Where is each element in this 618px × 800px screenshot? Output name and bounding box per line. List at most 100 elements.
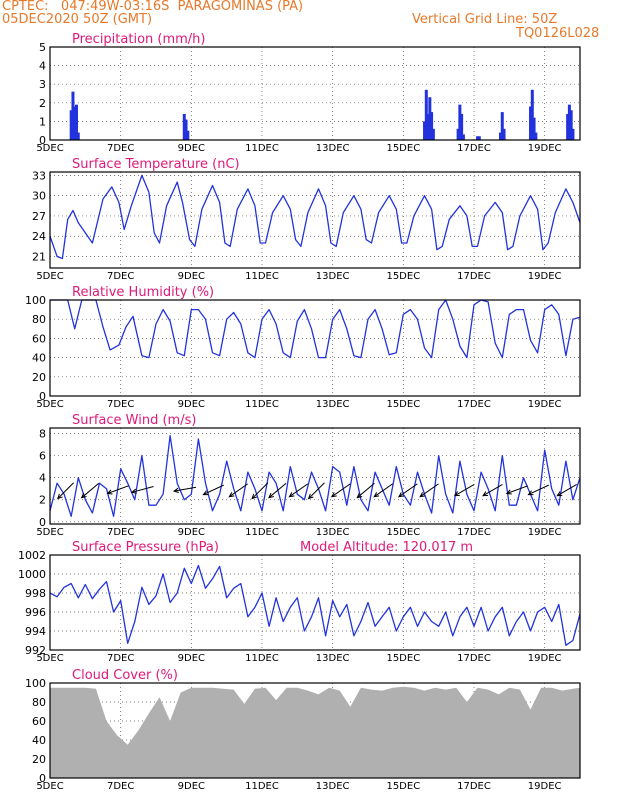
run-date: 05DEC2020 50Z (GMT)	[2, 12, 153, 27]
humidity-ytick-label: 40	[32, 352, 46, 365]
precipitation-bar	[428, 97, 432, 140]
precipitation-bar	[75, 104, 78, 140]
precipitation-ytick-label: 2	[39, 97, 46, 110]
wind-ytick-label: 8	[39, 428, 46, 441]
wind-arrow-head	[397, 492, 404, 498]
wind-arrow-head	[419, 492, 426, 498]
precipitation-bar	[566, 113, 570, 140]
wind-xtick-label: 13DEC	[316, 527, 350, 538]
temperature-frame	[49, 171, 581, 269]
wind-arrow-head	[251, 493, 257, 500]
humidity-xtick-label: 9DEC	[178, 399, 205, 410]
temperature-ytick-label: 21	[32, 251, 46, 264]
precipitation-bar	[500, 112, 504, 140]
cloud-cover-xtick-label: 5DEC	[36, 781, 63, 792]
humidity-ytick-label: 60	[32, 332, 46, 345]
precipitation-bar	[476, 136, 480, 140]
cloud-cover-xtick-label: 13DEC	[316, 781, 350, 792]
wind-arrow-shaft	[57, 482, 74, 499]
temperature-xtick-label: 13DEC	[316, 271, 350, 282]
cloud-cover-ytick-label: 40	[32, 734, 46, 747]
wind-arrow-shaft	[308, 482, 325, 499]
precipitation-ytick-label: 3	[39, 78, 46, 91]
precipitation-frame	[49, 46, 581, 141]
temperature-xtick-label: 15DEC	[386, 271, 420, 282]
wind-title: Surface Wind (m/s)	[72, 413, 196, 428]
wind-ytick-label: 0	[39, 516, 46, 529]
precipitation-xtick-label: 17DEC	[457, 143, 491, 154]
temperature-xtick-label: 11DEC	[245, 271, 279, 282]
pressure-xtick-label: 19DEC	[528, 653, 562, 664]
precipitation-bar	[458, 104, 462, 140]
temperature-ytick-label: 27	[32, 210, 46, 223]
wind-arrow-head	[330, 492, 337, 498]
precipitation-bar	[534, 132, 538, 140]
pressure-xtick-label: 13DEC	[316, 653, 350, 664]
precipitation-bar	[456, 128, 460, 140]
wind-arrow-head	[80, 492, 87, 499]
wind-arrow-head	[373, 492, 380, 498]
humidity-xtick-label: 15DEC	[386, 399, 420, 410]
precipitation-bar	[477, 136, 481, 140]
precipitation-bar	[567, 104, 571, 140]
wind-arrow-shaft	[229, 483, 248, 498]
cloud-cover-xtick-label: 7DEC	[107, 781, 134, 792]
wind-series-line	[49, 435, 581, 517]
cloud-cover-area	[50, 686, 580, 778]
precipitation-bar	[569, 110, 573, 140]
humidity-ytick-label: 0	[39, 390, 46, 403]
wind-arrow-head	[307, 493, 314, 500]
wind-arrow-head	[288, 492, 295, 498]
wind-arrow-head	[356, 492, 363, 499]
wind-arrow-shaft	[373, 483, 393, 498]
pressure-ytick-label: 992	[25, 644, 46, 657]
station-header: CPTEC: 047:49W-03:16S PARAGOMINAS (PA)	[2, 0, 304, 14]
precipitation-bar	[423, 121, 427, 140]
wind-arrow-head	[228, 492, 235, 498]
precipitation-bar	[461, 134, 465, 140]
pressure-panel: 992 994 996 998 1000 1002 5DEC 7DEC 9DEC 11DEC 13D…	[18, 540, 581, 664]
precipitation-bar	[499, 132, 502, 140]
model-altitude-note: Model Altitude: 120.017 m	[300, 540, 473, 555]
temperature-title: Surface Temperature (nC)	[72, 157, 240, 172]
pressure-frame	[49, 554, 581, 651]
wind-arrow-shaft	[398, 483, 418, 498]
cloud-cover-xtick-label: 17DEC	[457, 781, 491, 792]
temperature-xtick-label: 7DEC	[107, 271, 134, 282]
precipitation-ytick-label: 0	[39, 134, 46, 147]
wind-arrow-shaft	[331, 483, 351, 498]
humidity-title: Relative Humidity (%)	[72, 285, 214, 300]
precipitation-bar	[73, 106, 77, 140]
wind-arrow-shaft	[419, 483, 439, 498]
wind-arrow-shaft	[454, 484, 475, 497]
temperature-ytick-label: 30	[32, 190, 46, 203]
pressure-ytick-label: 996	[25, 606, 46, 619]
cloud-cover-frame	[49, 682, 581, 779]
wind-arrow-head	[453, 491, 460, 497]
wind-arrow-shaft	[107, 485, 129, 494]
wind-arrow-shaft	[131, 486, 154, 493]
pressure-ytick-label: 998	[25, 587, 46, 600]
precipitation-xtick-label: 5DEC	[36, 143, 63, 154]
precipitation-ytick-label: 4	[39, 60, 46, 73]
wind-arrow-shaft	[203, 484, 224, 496]
wind-arrow-head	[130, 488, 137, 494]
precipitation-bar	[71, 91, 75, 140]
precipitation-bar	[532, 117, 536, 140]
cloud-cover-xtick-label: 11DEC	[245, 781, 279, 792]
precipitation-ytick-label: 5	[39, 41, 46, 54]
pressure-xtick-label: 17DEC	[457, 653, 491, 664]
precipitation-xtick-label: 9DEC	[178, 143, 205, 154]
humidity-frame	[49, 299, 581, 397]
wind-frame	[49, 427, 581, 525]
cloud-cover-panel: 0 20 40 60 80 100 5DEC 7DEC 9DEC 11DEC 13DEC 15DEC 1…	[25, 668, 581, 792]
wind-arrow-shaft	[268, 482, 287, 499]
humidity-ytick-label: 100	[25, 294, 46, 307]
precipitation-panel: 0 1 2 3 4 5 5DEC 7DEC 9DEC 11DEC 13DEC 15DEC 17DEC 19…	[36, 32, 581, 154]
wind-ytick-label: 2	[39, 494, 46, 507]
wind-xtick-label: 5DEC	[36, 527, 63, 538]
precipitation-bar	[426, 113, 430, 140]
precipitation-xtick-label: 15DEC	[386, 143, 420, 154]
precipitation-bar	[76, 132, 80, 140]
humidity-xtick-label: 5DEC	[36, 399, 63, 410]
